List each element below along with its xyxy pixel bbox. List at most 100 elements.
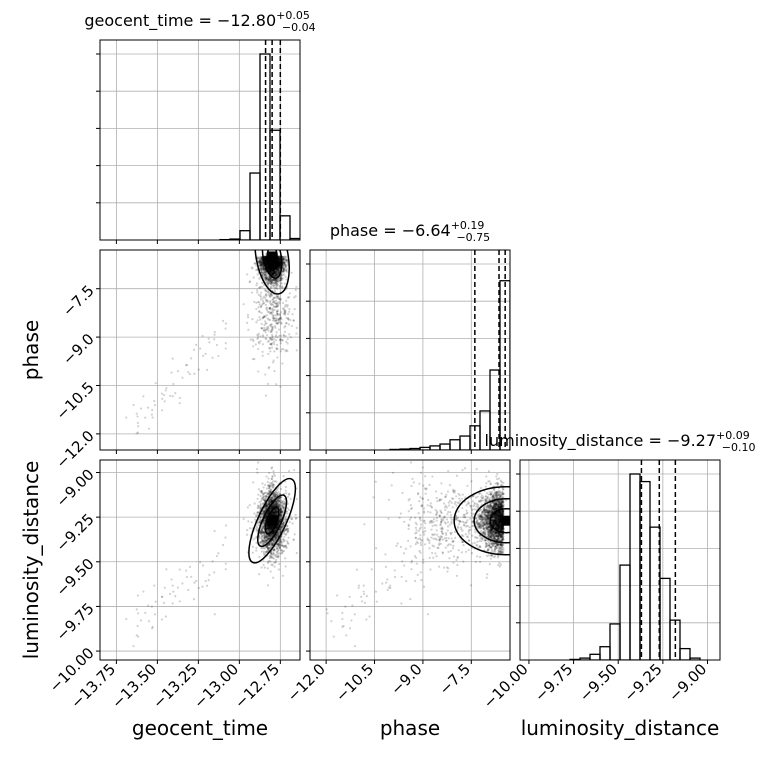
hist-panel-luminosity_distance-frame: [519, 459, 721, 661]
sample-point: [273, 296, 276, 300]
sample-point: [211, 560, 214, 563]
sample-point: [271, 262, 274, 265]
sample-point: [266, 546, 269, 549]
sample-point: [261, 259, 264, 263]
sample-point: [135, 432, 138, 435]
sample-point: [271, 262, 274, 265]
sample-point: [271, 268, 274, 271]
sample-point: [263, 537, 266, 540]
sample-point: [275, 295, 278, 298]
sample-point: [276, 542, 279, 545]
sample-point: [271, 273, 275, 277]
sample-point: [258, 542, 261, 545]
sample-point: [277, 262, 280, 265]
sample-point: [268, 503, 271, 506]
sample-point: [278, 268, 281, 271]
sample-point: [282, 258, 285, 261]
sample-point: [280, 552, 283, 555]
sample-point: [270, 263, 273, 266]
sample-point: [288, 310, 291, 313]
sample-point: [279, 540, 282, 543]
sample-point: [269, 350, 272, 353]
sample-point: [275, 510, 278, 514]
sample-point: [290, 517, 293, 521]
hist-panel-phase-frame: [309, 249, 511, 451]
sample-point: [268, 346, 271, 350]
hist-panel-phase: [306, 249, 511, 454]
sample-point: [269, 526, 273, 529]
sample-point: [264, 551, 268, 554]
sample-point: [268, 498, 271, 501]
sample-point: [271, 506, 274, 509]
sample-point: [275, 265, 278, 268]
sample-point: [266, 538, 269, 541]
sample-point: [278, 260, 281, 263]
hist-panel-luminosity_distance: [516, 459, 721, 664]
sample-point: [287, 318, 290, 321]
sample-point: [278, 255, 281, 258]
sample-point: [282, 261, 285, 264]
sample-point: [270, 293, 273, 297]
sample-point: [272, 262, 275, 266]
sample-point: [269, 282, 272, 286]
sample-point: [282, 333, 285, 336]
sample-point: [276, 263, 279, 266]
sample-point: [273, 308, 276, 311]
sample-point: [273, 267, 277, 270]
hist-bar: [659, 577, 671, 660]
sample-point: [269, 262, 272, 266]
sample-point: [270, 286, 273, 289]
sample-point: [266, 527, 269, 530]
sample-point: [270, 263, 274, 266]
sample-point: [265, 541, 268, 544]
sample-point: [272, 274, 275, 278]
sample-point: [273, 281, 276, 285]
sample-point: [269, 268, 272, 271]
sample-point: [270, 263, 273, 266]
sample-point: [284, 518, 287, 521]
sample-point: [268, 268, 271, 271]
sample-point: [284, 529, 287, 532]
sample-point: [276, 265, 279, 268]
sample-point: [276, 498, 279, 501]
sample-point: [276, 356, 279, 359]
sample-point: [255, 268, 258, 272]
sample-point: [275, 343, 279, 346]
sample-point: [280, 511, 283, 514]
sample-point: [277, 263, 280, 267]
sample-point: [260, 257, 263, 260]
sample-point: [260, 263, 264, 266]
sample-point: [261, 260, 264, 263]
sample-point: [295, 326, 298, 330]
scatter-phase-vs-geocent_time: [96, 249, 301, 454]
sample-point: [272, 268, 276, 271]
sample-point: [150, 413, 153, 416]
hist-bar: [689, 657, 701, 660]
sample-point: [263, 521, 266, 525]
sample-point: [262, 316, 265, 319]
sample-point: [270, 261, 273, 264]
sample-point: [277, 260, 280, 263]
sample-point: [278, 505, 281, 508]
sample-point: [266, 277, 269, 280]
sample-point: [275, 266, 278, 269]
sample-point: [280, 552, 284, 555]
sample-point: [269, 271, 272, 274]
sample-point: [282, 259, 285, 262]
sample-point: [283, 262, 286, 265]
sample-point: [268, 267, 271, 270]
hist-panel-phase-plot-area: [310, 250, 510, 450]
sample-point: [283, 501, 286, 504]
sample-point: [269, 295, 272, 298]
sample-point: [261, 266, 264, 269]
sample-point: [282, 257, 285, 260]
sample-point: [263, 539, 266, 542]
sample-point: [275, 319, 278, 322]
sample-point: [279, 509, 282, 512]
sample-point: [277, 532, 280, 535]
sample-point: [257, 488, 260, 491]
sample-point: [275, 503, 278, 506]
sample-point: [266, 544, 269, 547]
sample-point: [276, 264, 279, 267]
sample-point: [276, 268, 279, 271]
